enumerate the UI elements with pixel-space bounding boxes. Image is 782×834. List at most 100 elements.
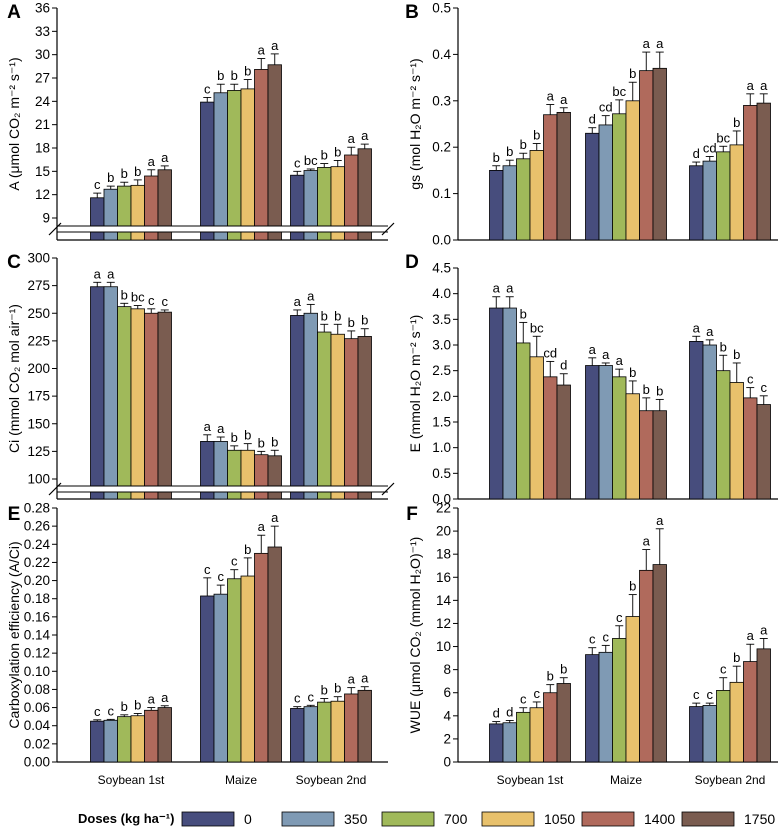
bar-d-s0-g0 [489, 307, 504, 500]
y-axis-title: Ci (mmol CO₂ mol air⁻¹) [6, 304, 22, 453]
y-tick-label: 2.0 [432, 389, 451, 404]
sig-letter: a [747, 628, 755, 643]
sig-letter: a [361, 128, 369, 143]
legend-swatch-350 [281, 811, 335, 827]
sig-letter: a [616, 353, 624, 368]
sig-letter: c [294, 691, 301, 706]
bar-d-s0-g2 [689, 341, 704, 500]
axis-break-gap [58, 226, 389, 232]
sig-letter: b [134, 164, 141, 179]
bar-e-s1-g1 [213, 593, 228, 763]
sig-letter: b [520, 137, 527, 152]
y-tick-label: 22 [436, 501, 451, 516]
sig-letter: d [560, 358, 567, 373]
bar-e-s1-g2 [303, 706, 318, 763]
panel-a: 9121518212427303336cccbbbcbbbbbbaaaaaaA … [6, 1, 395, 241]
bar-a-s5-g1 [267, 64, 282, 241]
bar-b-s5-g2 [756, 102, 771, 241]
y-tick-label: 100 [27, 472, 50, 487]
legend-title: Doses (kg ha⁻¹) [78, 811, 174, 826]
bar-b-s4-g2 [743, 105, 758, 241]
bar-e-s3-g2 [330, 700, 345, 763]
category-label: Maize [610, 773, 642, 787]
y-tick-label: 0.28 [24, 501, 50, 516]
y-tick-label: 2 [443, 731, 451, 746]
sig-letter: b [520, 306, 527, 321]
bar-f-s2-g1 [612, 638, 627, 763]
sig-letter: a [643, 534, 651, 549]
sig-letter: c [231, 554, 238, 569]
sig-letter: a [148, 154, 156, 169]
bar-b-s0-g2 [689, 165, 704, 241]
sig-letter: c [589, 632, 596, 647]
bar-e-s4-g1 [254, 552, 269, 763]
category-label: Maize [225, 773, 257, 787]
y-tick-label: 18 [436, 547, 451, 562]
y-tick-label: 0 [443, 755, 451, 770]
sig-letter: b [720, 339, 727, 354]
sig-letter: b [134, 697, 141, 712]
bar-e-s1-g0 [103, 719, 118, 763]
bar-f-s1-g2 [702, 705, 717, 763]
y-tick-label: 14 [436, 593, 452, 608]
bar-c-s2-g2 [317, 331, 332, 500]
y-tick-label: 4 [443, 708, 451, 723]
bar-c-s5-g2 [357, 336, 372, 500]
y-tick-label: 200 [27, 361, 50, 376]
bar-b-s5-g1 [652, 67, 667, 241]
y-tick-label: 3.5 [432, 312, 451, 327]
y-tick-label: 0.5 [432, 466, 451, 481]
y-axis-title: gs (mol H₂O m⁻² s⁻¹) [407, 58, 423, 189]
sig-letter: a [706, 324, 714, 339]
y-tick-label: 0.10 [24, 664, 50, 679]
y-tick-label: 300 [27, 251, 50, 266]
sig-letter: a [271, 38, 279, 53]
y-tick-label: 1.0 [432, 440, 451, 455]
bar-c-s5-g0 [157, 311, 172, 500]
bar-f-s4-g1 [639, 569, 654, 763]
bar-b-s2-g1 [612, 113, 627, 241]
sig-letter: a [747, 78, 755, 93]
sig-letter: b [629, 66, 636, 81]
bar-b-s4-g1 [639, 70, 654, 241]
panel-letter: E [8, 504, 21, 525]
y-tick-label: 18 [35, 141, 50, 156]
sig-letter: d [693, 146, 700, 161]
bar-c-s4-g2 [344, 338, 359, 500]
sig-letter: c [108, 703, 115, 718]
sig-letter: a [94, 266, 102, 281]
sig-letter: b [361, 313, 368, 328]
sig-letter: a [560, 92, 568, 107]
y-tick-label: 24 [35, 94, 51, 109]
y-tick-label: 0.4 [432, 47, 451, 62]
bar-d-s1-g2 [702, 344, 717, 500]
bar-f-s3-g0 [529, 707, 544, 763]
axis-break-slash [48, 482, 62, 496]
legend-label-0: 0 [244, 811, 252, 827]
y-tick-label: 0.5 [432, 1, 451, 16]
bar-b-s0-g1 [585, 132, 600, 241]
sig-letter: cd [703, 140, 717, 155]
sig-letter: b [733, 650, 740, 665]
sig-letter: c [761, 380, 768, 395]
bar-b-s3-g2 [729, 144, 744, 241]
sig-letter: b [334, 308, 341, 323]
panel-d: 0.00.51.01.52.02.53.03.54.04.5aaaaaababb… [405, 252, 778, 507]
bar-d-s4-g0 [543, 376, 558, 500]
bar-d-s2-g2 [716, 370, 731, 500]
panel-letter: C [7, 252, 21, 273]
sig-letter: a [258, 43, 266, 58]
sig-letter: c [204, 562, 211, 577]
bar-f-s3-g2 [729, 681, 744, 763]
sig-letter: b [321, 148, 328, 163]
y-tick-label: 0.0 [432, 492, 451, 507]
sig-letter: bc [131, 290, 145, 305]
bar-f-s0-g0 [489, 723, 504, 763]
bar-f-s4-g0 [543, 692, 558, 763]
sig-letter: b [244, 64, 251, 79]
legend-label-1050: 1050 [544, 811, 575, 827]
y-tick-label: 0.22 [24, 555, 50, 570]
y-tick-label: 3.0 [432, 338, 451, 353]
bar-b-s4-g0 [543, 114, 558, 241]
